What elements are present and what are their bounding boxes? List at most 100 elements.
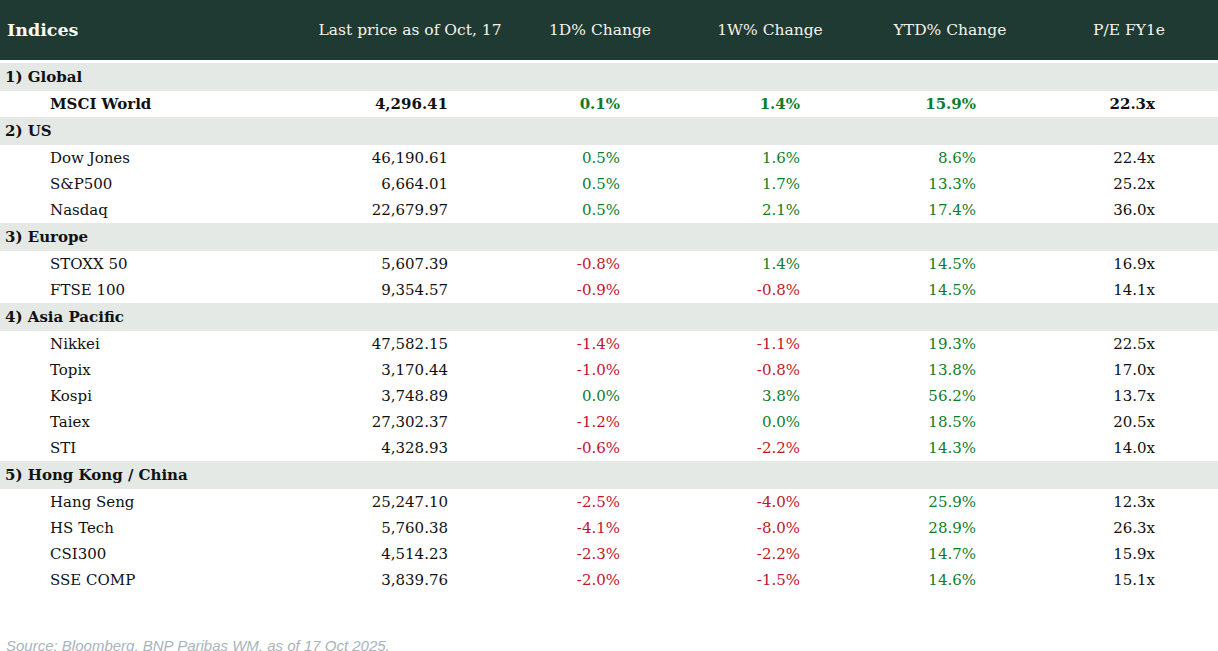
pe-value: 12.3x (1040, 489, 1218, 515)
1d-change-value: -0.8% (577, 255, 620, 273)
section-row-hk-china: 5) Hong Kong / China (0, 461, 1218, 489)
1w-change: -0.8% (680, 357, 860, 383)
ytd-change: 14.7% (860, 541, 1040, 567)
1w-change: 1.4% (680, 91, 860, 117)
1w-change: 2.1% (680, 197, 860, 223)
pe-value: 14.0x (1040, 435, 1218, 461)
1d-change-value: 0.5% (582, 175, 620, 193)
column-header-1d-change: 1D% Change (520, 0, 680, 62)
ytd-change-value: 19.3% (928, 335, 976, 353)
section-row-europe: 3) Europe (0, 223, 1218, 251)
1d-change-value: -2.3% (577, 545, 620, 563)
1d-change: 0.5% (520, 145, 680, 171)
ytd-change: 17.4% (860, 197, 1040, 223)
ytd-change: 28.9% (860, 515, 1040, 541)
table-row: Nikkei 47,582.15 -1.4% -1.1% 19.3% 22.5x (0, 331, 1218, 357)
1w-change-value: -8.0% (757, 519, 800, 537)
1w-change: -2.2% (680, 541, 860, 567)
pe-value: 22.3x (1040, 91, 1218, 117)
index-name: HS Tech (0, 515, 300, 541)
last-price: 47,582.15 (300, 331, 520, 357)
column-header-last-price: Last price as of Oct, 17 (300, 0, 520, 62)
1d-change-value: -0.6% (577, 439, 620, 457)
1w-change-value: 1.7% (762, 175, 800, 193)
1w-change-value: -0.8% (757, 281, 800, 299)
pe-value: 15.1x (1040, 567, 1218, 593)
ytd-change: 14.5% (860, 251, 1040, 277)
1d-change-value: -4.1% (577, 519, 620, 537)
ytd-change: 56.2% (860, 383, 1040, 409)
table-row: STOXX 50 5,607.39 -0.8% 1.4% 14.5% 16.9x (0, 251, 1218, 277)
ytd-change-value: 14.6% (928, 571, 976, 589)
1w-change: 1.6% (680, 145, 860, 171)
pe-value: 22.5x (1040, 331, 1218, 357)
table-row: CSI300 4,514.23 -2.3% -2.2% 14.7% 15.9x (0, 541, 1218, 567)
1d-change-value: 0.1% (580, 95, 620, 113)
index-name: Dow Jones (0, 145, 300, 171)
1d-change: 0.5% (520, 171, 680, 197)
source-note: Source: Bloomberg, BNP Paribas WM, as of… (6, 637, 1218, 651)
1d-change: -0.8% (520, 251, 680, 277)
column-header-pe: P/E FY1e (1040, 0, 1218, 62)
1w-change-value: 1.6% (762, 149, 800, 167)
section-label: 4) Asia Pacific (0, 303, 1218, 331)
index-name: Nasdaq (0, 197, 300, 223)
1w-change: -8.0% (680, 515, 860, 541)
last-price: 46,190.61 (300, 145, 520, 171)
section-label: 2) US (0, 117, 1218, 145)
pe-value: 36.0x (1040, 197, 1218, 223)
1w-change-value: 1.4% (762, 255, 800, 273)
ytd-change-value: 14.7% (928, 545, 976, 563)
index-name: MSCI World (0, 91, 300, 117)
1d-change: -2.5% (520, 489, 680, 515)
pe-value: 17.0x (1040, 357, 1218, 383)
table-row: HS Tech 5,760.38 -4.1% -8.0% 28.9% 26.3x (0, 515, 1218, 541)
table-row: SSE COMP 3,839.76 -2.0% -1.5% 14.6% 15.1… (0, 567, 1218, 593)
last-price: 25,247.10 (300, 489, 520, 515)
column-header-1w-change: 1W% Change (680, 0, 860, 62)
table-row: STI 4,328.93 -0.6% -2.2% 14.3% 14.0x (0, 435, 1218, 461)
1d-change: -1.4% (520, 331, 680, 357)
table-row: Dow Jones 46,190.61 0.5% 1.6% 8.6% 22.4x (0, 145, 1218, 171)
ytd-change-value: 56.2% (928, 387, 976, 405)
1d-change: -4.1% (520, 515, 680, 541)
1w-change-value: -1.5% (757, 571, 800, 589)
1d-change-value: -1.2% (577, 413, 620, 431)
1w-change-value: -1.1% (757, 335, 800, 353)
1d-change: 0.5% (520, 197, 680, 223)
table-row: Kospi 3,748.89 0.0% 3.8% 56.2% 13.7x (0, 383, 1218, 409)
pe-value: 25.2x (1040, 171, 1218, 197)
ytd-change-value: 8.6% (938, 149, 976, 167)
section-row-asia-pacific: 4) Asia Pacific (0, 303, 1218, 331)
pe-value: 16.9x (1040, 251, 1218, 277)
index-name: S&P500 (0, 171, 300, 197)
pe-value: 13.7x (1040, 383, 1218, 409)
column-header-ytd-change: YTD% Change (860, 0, 1040, 62)
last-price: 6,664.01 (300, 171, 520, 197)
ytd-change-value: 13.3% (928, 175, 976, 193)
1d-change: -0.9% (520, 277, 680, 303)
index-name: STI (0, 435, 300, 461)
section-label: 5) Hong Kong / China (0, 461, 1218, 489)
index-name: STOXX 50 (0, 251, 300, 277)
header-row: Indices Last price as of Oct, 17 1D% Cha… (0, 0, 1218, 62)
1w-change: -0.8% (680, 277, 860, 303)
index-name: Hang Seng (0, 489, 300, 515)
index-name: Nikkei (0, 331, 300, 357)
table-title: Indices (0, 0, 300, 62)
ytd-change-value: 28.9% (928, 519, 976, 537)
section-label: 1) Global (0, 62, 1218, 92)
last-price: 4,296.41 (300, 91, 520, 117)
1w-change-value: 3.8% (762, 387, 800, 405)
ytd-change-value: 13.8% (928, 361, 976, 379)
1w-change-value: 0.0% (762, 413, 800, 431)
ytd-change: 14.5% (860, 277, 1040, 303)
index-name: Topix (0, 357, 300, 383)
table-row: FTSE 100 9,354.57 -0.9% -0.8% 14.5% 14.1… (0, 277, 1218, 303)
1d-change: -0.6% (520, 435, 680, 461)
ytd-change: 15.9% (860, 91, 1040, 117)
index-name: CSI300 (0, 541, 300, 567)
1w-change: -1.1% (680, 331, 860, 357)
section-label: 3) Europe (0, 223, 1218, 251)
indices-table: Indices Last price as of Oct, 17 1D% Cha… (0, 0, 1218, 593)
